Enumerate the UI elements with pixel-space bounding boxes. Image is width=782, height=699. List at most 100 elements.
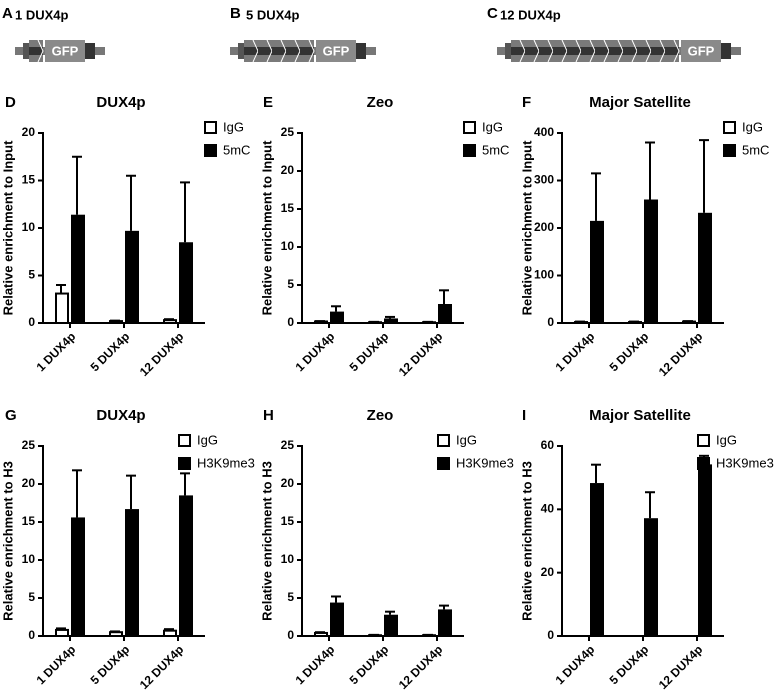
construct-label: 12 DUX4p: [500, 7, 561, 22]
bar: [55, 628, 69, 637]
panel-letter: I: [522, 407, 526, 424]
repeat-core: [581, 47, 595, 55]
x-tick-label: 12 DUX4p: [656, 329, 706, 379]
repeat-core: [595, 47, 609, 55]
x-tick-label: 1 DUX4p: [553, 642, 598, 687]
bar: [109, 320, 123, 325]
y-axis-label: Relative enrichment to Input: [519, 140, 534, 315]
y-tick-label: 20: [541, 565, 555, 579]
chart-title: Zeo: [367, 407, 394, 424]
x-tick-label: 5 DUX4p: [88, 329, 133, 374]
gfp-label: GFP: [688, 43, 715, 58]
repeat-core: [511, 47, 525, 55]
y-tick-label: 15: [22, 173, 36, 187]
legend-swatch: [204, 121, 217, 134]
gfp-label: GFP: [52, 43, 79, 58]
legend-label: 5mC: [482, 142, 509, 157]
bar: [590, 220, 604, 323]
panel-letter: D: [5, 94, 16, 111]
legend-label: IgG: [223, 119, 244, 134]
legend-label: IgG: [742, 119, 763, 134]
construct-label: 1 DUX4p: [15, 7, 69, 22]
bar: [698, 212, 712, 323]
legend-swatch: [437, 434, 450, 447]
repeat-core: [637, 47, 651, 55]
repeat-core: [651, 47, 665, 55]
y-tick-label: 20: [22, 125, 36, 139]
y-tick-label: 15: [281, 201, 295, 215]
bar: [422, 321, 436, 324]
repeat-core: [567, 47, 581, 55]
bar: [55, 292, 69, 324]
flank: [505, 43, 513, 59]
gfp-box: [45, 40, 85, 62]
repeat-chevron: [673, 39, 680, 63]
legend-label: H3K9me3: [716, 455, 774, 470]
bar: [71, 214, 85, 323]
legend-label: H3K9me3: [197, 455, 255, 470]
y-tick-label: 15: [281, 514, 295, 528]
panel-letter: E: [263, 94, 273, 111]
repeat-core: [286, 47, 300, 55]
y-tick-label: 40: [541, 502, 555, 516]
repeat-core: [609, 47, 623, 55]
y-axis-label: Relative enrichment to H3: [259, 461, 274, 621]
repeat-chevron: [308, 39, 315, 63]
y-axis-label: Relative enrichment to H3: [0, 461, 15, 621]
legend-label: H3K9me3: [456, 455, 514, 470]
y-tick-label: 0: [547, 628, 554, 642]
bar: [590, 483, 604, 636]
y-tick-label: 25: [281, 125, 295, 139]
legend-swatch: [723, 144, 736, 157]
y-tick-label: 0: [28, 628, 35, 642]
y-tick-label: 200: [534, 220, 554, 234]
panel-letter: G: [5, 407, 17, 424]
end-cap: [85, 43, 95, 59]
repeat-core: [29, 47, 43, 55]
x-tick-label: 5 DUX4p: [347, 642, 392, 687]
bar: [644, 199, 658, 323]
chart-title: Major Satellite: [589, 407, 691, 424]
bar: [628, 321, 642, 324]
bar: [368, 321, 382, 324]
chart-title: DUX4p: [96, 94, 145, 111]
legend-swatch: [697, 434, 710, 447]
y-axis-label: Relative enrichment to H3: [519, 461, 534, 621]
x-tick-label: 1 DUX4p: [293, 642, 338, 687]
legend-label: IgG: [482, 119, 503, 134]
legend-swatch: [178, 457, 191, 470]
x-tick-label: 5 DUX4p: [88, 642, 133, 687]
end-cap: [356, 43, 366, 59]
bar: [314, 631, 328, 638]
y-tick-label: 400: [534, 125, 554, 139]
y-axis-label: Relative enrichment to Input: [259, 140, 274, 315]
bar: [314, 320, 328, 325]
repeat-core: [272, 47, 286, 55]
legend-swatch: [463, 121, 476, 134]
legend-label: IgG: [197, 432, 218, 447]
y-tick-label: 5: [287, 590, 294, 604]
bar: [179, 242, 193, 323]
repeat-core: [525, 47, 539, 55]
panel-letter: C: [487, 5, 498, 22]
repeat-core: [553, 47, 567, 55]
construct-label: 5 DUX4p: [246, 7, 300, 22]
y-tick-label: 15: [22, 514, 36, 528]
legend-swatch: [463, 144, 476, 157]
x-tick-label: 12 DUX4p: [656, 642, 706, 692]
y-tick-label: 5: [28, 268, 35, 282]
y-tick-label: 10: [22, 552, 36, 566]
legend-swatch: [204, 144, 217, 157]
x-tick-label: 12 DUX4p: [396, 642, 446, 692]
bar: [163, 319, 177, 324]
legend-label: IgG: [716, 432, 737, 447]
x-tick-label: 1 DUX4p: [34, 642, 79, 687]
flank: [238, 43, 246, 59]
repeat-chevron: [37, 39, 44, 63]
bar: [125, 509, 139, 636]
y-tick-label: 0: [547, 315, 554, 329]
bar: [109, 631, 123, 638]
bar: [644, 518, 658, 636]
y-axis-label: Relative enrichment to Input: [0, 140, 15, 315]
